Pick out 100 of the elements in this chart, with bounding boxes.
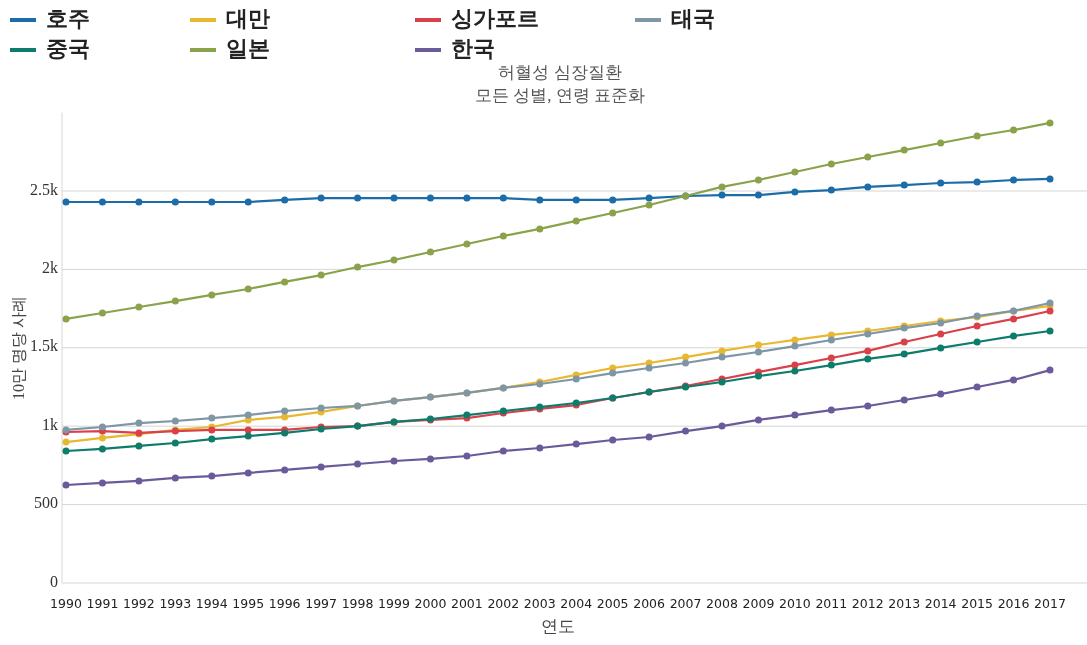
point xyxy=(937,390,945,398)
point xyxy=(754,416,762,424)
y-tick-label: 2k xyxy=(42,259,58,277)
point xyxy=(973,383,981,391)
point xyxy=(609,209,617,217)
point xyxy=(864,183,872,191)
point xyxy=(98,198,106,206)
point xyxy=(98,479,106,487)
x-tick-label: 1991 xyxy=(86,595,119,611)
x-tick-label: 2015 xyxy=(961,595,994,611)
point xyxy=(682,359,690,367)
x-tick-label: 2009 xyxy=(742,595,775,611)
point xyxy=(463,452,471,460)
x-tick-label: 2016 xyxy=(997,595,1030,611)
legend-label: 싱가포르 xyxy=(451,6,539,31)
point xyxy=(135,198,143,206)
point xyxy=(171,474,179,482)
point xyxy=(135,303,143,311)
x-tick-label: 2012 xyxy=(851,595,884,611)
point xyxy=(208,291,216,299)
point xyxy=(354,460,362,468)
point xyxy=(536,444,544,452)
point xyxy=(281,196,289,204)
x-tick-label: 2002 xyxy=(487,595,520,611)
point xyxy=(609,369,617,377)
point xyxy=(62,198,70,206)
point xyxy=(900,146,908,154)
point xyxy=(244,469,252,477)
x-tick-label: 2000 xyxy=(414,595,447,611)
point xyxy=(62,447,70,455)
y-tick-label: 1k xyxy=(42,415,58,433)
point xyxy=(244,432,252,440)
point xyxy=(536,225,544,233)
point xyxy=(208,414,216,422)
point xyxy=(718,422,726,430)
point xyxy=(827,160,835,168)
point xyxy=(682,353,690,361)
point xyxy=(1010,126,1018,134)
y-axis-title: 10만 명당 사례 xyxy=(9,296,27,400)
point xyxy=(572,217,580,225)
point xyxy=(682,427,690,435)
point xyxy=(973,132,981,140)
x-tick-label: 1996 xyxy=(268,595,301,611)
point xyxy=(426,455,434,463)
point xyxy=(900,350,908,358)
point xyxy=(244,198,252,206)
point xyxy=(937,139,945,147)
point xyxy=(463,240,471,248)
point xyxy=(281,278,289,286)
point xyxy=(98,434,106,442)
x-tick-label: 2011 xyxy=(815,595,848,611)
point xyxy=(718,183,726,191)
point xyxy=(973,338,981,346)
point xyxy=(1010,176,1018,184)
point xyxy=(827,186,835,194)
point xyxy=(98,445,106,453)
point xyxy=(864,355,872,363)
point xyxy=(135,477,143,485)
point xyxy=(937,330,945,338)
point xyxy=(499,447,507,455)
x-tick-label: 1990 xyxy=(50,595,82,611)
point xyxy=(791,411,799,419)
x-tick-label: 2001 xyxy=(450,595,483,611)
x-tick-label: 2013 xyxy=(888,595,921,611)
legend-label: 중국 xyxy=(46,36,90,61)
point xyxy=(244,285,252,293)
x-tick-label: 2017 xyxy=(1034,595,1066,611)
point xyxy=(572,440,580,448)
x-tick-label: 1994 xyxy=(195,595,228,611)
point xyxy=(281,413,289,421)
point xyxy=(1046,307,1054,315)
point xyxy=(827,361,835,369)
point xyxy=(1046,366,1054,374)
point xyxy=(1010,315,1018,323)
x-tick-label: 2006 xyxy=(633,595,666,611)
point xyxy=(98,309,106,317)
x-tick-label: 2008 xyxy=(706,595,738,611)
point xyxy=(1046,327,1054,335)
point xyxy=(791,342,799,350)
point xyxy=(937,344,945,352)
point xyxy=(864,347,872,355)
point xyxy=(98,423,106,431)
legend-label: 한국 xyxy=(451,36,495,61)
point xyxy=(499,232,507,240)
x-tick-label: 1992 xyxy=(122,595,155,611)
x-tick-label: 2007 xyxy=(669,595,702,611)
x-tick-label: 2005 xyxy=(596,595,629,611)
point xyxy=(317,271,325,279)
y-tick-label: 2.5k xyxy=(30,180,58,198)
point xyxy=(827,354,835,362)
point xyxy=(645,194,653,202)
point xyxy=(754,348,762,356)
chart-title: 허혈성 심장질환 xyxy=(498,63,622,82)
point xyxy=(62,315,70,323)
point xyxy=(973,322,981,330)
point xyxy=(900,181,908,189)
point xyxy=(791,168,799,176)
y-tick-label: 0 xyxy=(50,572,58,590)
point xyxy=(171,417,179,425)
point xyxy=(390,194,398,202)
